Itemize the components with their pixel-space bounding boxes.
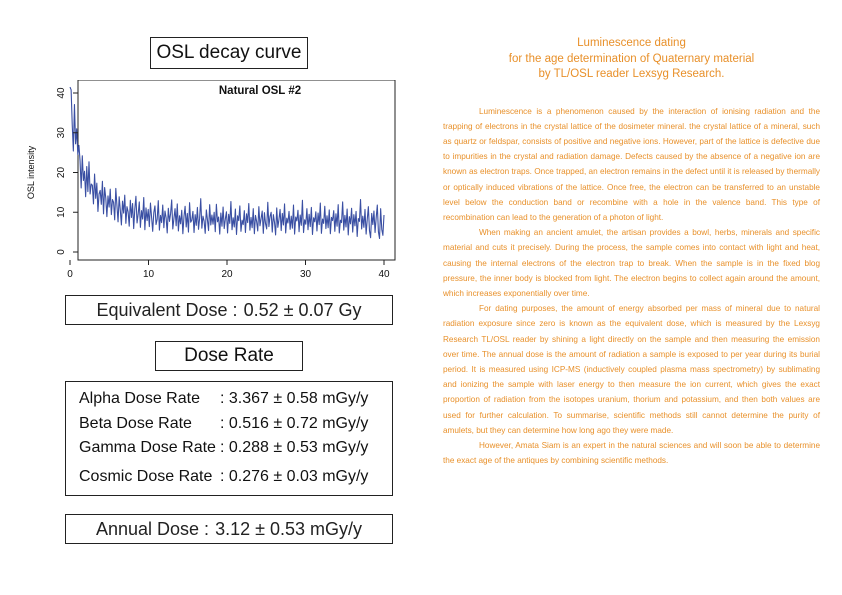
article-paragraph: However, Amata Siam is an expert in the …: [443, 440, 820, 466]
y-tick-label: 10: [56, 206, 67, 218]
annual-dose-value: 3.12 ± 0.53 mGy/y: [215, 518, 363, 539]
equivalent-dose-value: 0.52 ± 0.07 Gy: [243, 299, 362, 320]
article-paragraph: Luminescence is a phenomenon caused by t…: [443, 106, 820, 222]
article-heading-line: Luminescence dating: [577, 37, 686, 49]
rate-label: Beta Dose Rate: [79, 415, 192, 432]
article-heading: Luminescence dating for the age determin…: [443, 36, 820, 83]
rate-value: : 0.516 ± 0.72 mGy/y: [220, 415, 369, 432]
chart-y-axis-label: OSL intensity: [26, 145, 36, 199]
equivalent-dose-label: Equivalent Dose :: [96, 299, 238, 320]
beta-dose-rate-row: Beta Dose Rate : 0.516 ± 0.72 mGy/y: [79, 415, 368, 433]
x-tick-label: 0: [67, 269, 73, 280]
rate-value: : 3.367 ± 0.58 mGy/y: [220, 390, 369, 407]
annual-dose-box: Annual Dose : 3.12 ± 0.53 mGy/y: [65, 514, 393, 544]
article-heading-line: for the age determination of Quaternary …: [508, 52, 755, 65]
osl-title-box: OSL decay curve: [150, 37, 308, 69]
x-tick-label: 30: [300, 269, 312, 280]
x-tick-label: 40: [378, 269, 390, 280]
x-tick-label: 20: [221, 269, 233, 280]
article: Luminescence dating for the age determin…: [443, 36, 820, 468]
rate-value: : 0.276 ± 0.03 mGy/y: [220, 468, 369, 485]
rate-label: Gamma Dose Rate: [79, 439, 216, 456]
article-paragraph: When making an ancient amulet, the artis…: [443, 228, 820, 298]
chart-series: [69, 86, 385, 240]
dose-rate-title-box: Dose Rate: [155, 341, 303, 371]
article-paragraph: For dating purposes, the amount of energ…: [443, 304, 820, 435]
alpha-dose-rate-row: Alpha Dose Rate : 3.367 ± 0.58 mGy/y: [79, 390, 368, 408]
annual-dose-label: Annual Dose :: [95, 518, 210, 539]
rate-label: Cosmic Dose Rate: [79, 468, 213, 485]
y-tick-label: 20: [56, 167, 67, 179]
cosmic-dose-rate-row: Cosmic Dose Rate : 0.276 ± 0.03 mGy/y: [79, 468, 368, 486]
y-tick-label: 40: [56, 87, 67, 99]
y-tick-label: 30: [56, 127, 67, 139]
dose-rate-title: Dose Rate: [184, 345, 274, 366]
x-tick-label: 10: [143, 269, 155, 280]
y-tick-label: 0: [56, 249, 67, 255]
plot-frame: [77, 80, 396, 261]
rate-label: Alpha Dose Rate: [79, 390, 200, 407]
equivalent-dose-box: Equivalent Dose : 0.52 ± 0.07 Gy: [65, 295, 393, 325]
chart-frame: [77, 80, 396, 261]
osl-title: OSL decay curve: [156, 42, 302, 63]
osl-series-line: [69, 86, 385, 240]
rate-value: : 0.288 ± 0.53 mGy/y: [220, 439, 369, 456]
article-heading-line: by TL/OSL reader Lexsyg Research.: [538, 68, 725, 80]
osl-decay-chart: 0 10 20 30 40 0 10 20 30 40 Natural OSL #2 OSL in…: [26, 80, 396, 280]
chart-ticks: 0 10 20 30 40 0 10 20 30 40: [56, 87, 390, 280]
gamma-dose-rate-row: Gamma Dose Rate: 0.288 ± 0.53 mGy/y: [79, 439, 368, 457]
dose-rate-table: Alpha Dose Rate : 3.367 ± 0.58 mGy/y Beta…: [65, 381, 393, 496]
chart-title: Natural OSL #2: [219, 85, 301, 97]
